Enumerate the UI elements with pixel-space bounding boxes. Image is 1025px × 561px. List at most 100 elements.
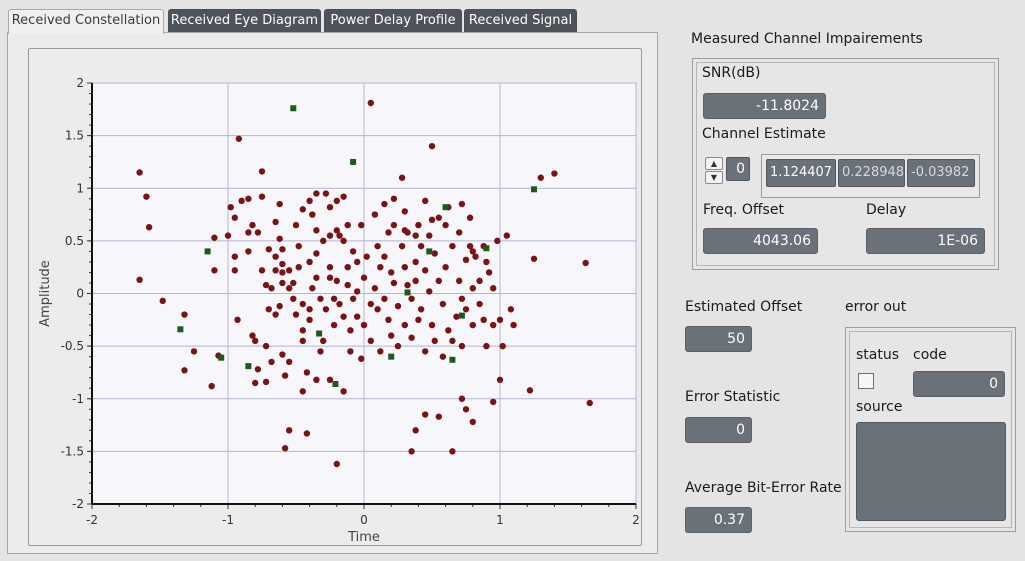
data-point xyxy=(445,327,452,334)
data-point xyxy=(449,448,456,455)
data-point xyxy=(279,351,286,358)
tab-power-delay-profile[interactable]: Power Delay Profile xyxy=(324,9,462,32)
data-point xyxy=(349,295,357,302)
source-label: source xyxy=(856,399,903,415)
x-tick-label: 2 xyxy=(632,513,640,527)
data-point xyxy=(281,445,289,452)
data-point xyxy=(286,358,293,366)
constellation-graph[interactable]: -2 -1 0 1 2 2 1.5 1 0.5 0 -0.5 -1 -1.5 -2 Time Ampli… xyxy=(28,48,642,546)
data-point xyxy=(268,285,275,292)
data-point xyxy=(408,295,415,302)
data-point xyxy=(326,274,334,281)
data-point xyxy=(190,348,198,355)
data-point xyxy=(388,332,395,339)
error-statistic-label: Error Statistic xyxy=(685,389,781,405)
data-point xyxy=(268,358,275,366)
tab-received-constellation[interactable]: Received Constellation xyxy=(8,9,164,34)
data-point xyxy=(336,232,343,239)
channel-estimate-index[interactable]: ▲ ▼ 0 xyxy=(703,155,757,187)
data-point xyxy=(211,234,218,241)
data-point xyxy=(360,274,368,281)
tab-received-eye-diagram[interactable]: Received Eye Diagram xyxy=(168,9,321,32)
data-point xyxy=(417,242,425,250)
x-axis-label: Time xyxy=(347,530,380,545)
data-point xyxy=(347,327,354,334)
y-tick-label: -1 xyxy=(72,392,84,406)
data-point xyxy=(306,197,313,205)
data-point xyxy=(306,258,313,266)
data-point xyxy=(322,306,330,313)
data-point xyxy=(265,246,272,253)
code-indicator: 0 xyxy=(913,371,1005,397)
channel-estimate-cell: -0.03982 xyxy=(907,159,975,187)
data-point xyxy=(360,321,368,329)
data-point xyxy=(292,311,300,318)
y-tick-label: -0.5 xyxy=(61,339,84,353)
data-point xyxy=(458,342,466,350)
data-point xyxy=(367,99,374,107)
data-point xyxy=(279,260,286,268)
data-point xyxy=(490,321,497,329)
data-point-square xyxy=(177,326,184,333)
data-point xyxy=(317,295,324,302)
decrement-button[interactable]: ▼ xyxy=(705,171,723,184)
data-point xyxy=(333,227,340,234)
array-index-field[interactable]: 0 xyxy=(726,157,750,181)
data-point xyxy=(145,223,153,231)
data-point xyxy=(510,321,517,329)
delay-indicator: 1E-06 xyxy=(866,228,985,254)
status-checkbox[interactable] xyxy=(858,373,874,389)
data-point xyxy=(262,342,270,350)
data-point xyxy=(426,288,433,295)
status-label: status xyxy=(856,347,900,363)
data-point xyxy=(428,142,436,150)
data-point xyxy=(412,277,419,285)
data-point xyxy=(490,398,497,406)
data-point xyxy=(299,388,306,395)
data-point xyxy=(262,378,270,386)
data-point xyxy=(252,379,259,387)
tab-received-signal[interactable]: Received Signal xyxy=(464,9,577,32)
data-point xyxy=(374,306,381,313)
data-point xyxy=(371,285,379,292)
data-point xyxy=(453,313,460,320)
data-point xyxy=(279,269,286,276)
x-tick-label: -2 xyxy=(86,513,98,527)
data-point xyxy=(245,195,252,202)
data-point xyxy=(480,316,487,324)
data-point-square xyxy=(483,245,490,252)
data-point xyxy=(279,279,286,287)
y-tick-label: 1.5 xyxy=(65,129,84,143)
data-point xyxy=(469,418,476,426)
y-tick-label: 1 xyxy=(76,181,84,195)
channel-estimate-array: 1.124407 0.228948 -0.03982 xyxy=(761,154,980,198)
data-point xyxy=(336,300,343,308)
data-point xyxy=(435,413,442,420)
data-point xyxy=(507,306,515,313)
channel-estimate-cell: 1.124407 xyxy=(766,159,836,187)
data-point xyxy=(551,170,558,177)
x-axis: -2 -1 0 1 2 xyxy=(86,503,640,527)
data-point xyxy=(295,263,302,271)
data-point xyxy=(340,313,347,320)
data-point xyxy=(485,269,493,276)
data-point-square xyxy=(350,158,357,165)
increment-button[interactable]: ▲ xyxy=(705,157,723,170)
data-point xyxy=(347,348,354,355)
x-tick-label: 1 xyxy=(496,513,504,527)
data-point xyxy=(412,427,419,434)
data-point-square xyxy=(388,353,395,360)
error-out-cluster-inner xyxy=(849,331,1012,528)
data-point xyxy=(344,281,351,289)
data-point-square xyxy=(218,354,225,361)
data-point xyxy=(394,342,402,350)
snr-indicator: -11.8024 xyxy=(703,93,826,119)
x-tick-label: 0 xyxy=(360,513,368,527)
data-point xyxy=(494,237,501,245)
data-point xyxy=(354,313,361,320)
data-point xyxy=(401,208,408,215)
freq-offset-indicator: 4043.06 xyxy=(703,228,818,254)
data-point xyxy=(272,253,279,260)
data-point xyxy=(306,306,313,313)
data-point xyxy=(412,258,419,266)
